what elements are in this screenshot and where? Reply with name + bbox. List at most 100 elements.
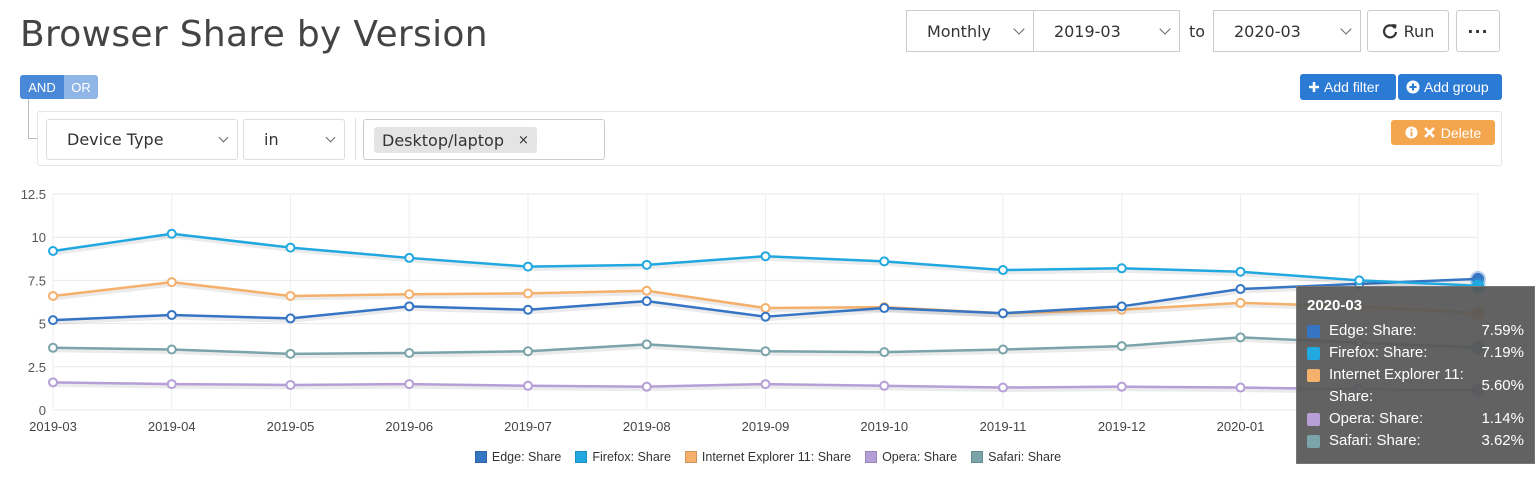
x-tick-label: 2019-05 <box>267 419 315 434</box>
firefox-point <box>998 265 1008 276</box>
start-date-select[interactable]: 2019-03 <box>1033 10 1180 52</box>
y-tick-label: 10 <box>32 230 46 245</box>
run-button-label: Run <box>1403 21 1435 41</box>
legend-swatch <box>474 451 487 463</box>
start-date-value: 2019-03 <box>1053 21 1121 41</box>
x-tick-label: 2019-10 <box>860 419 908 434</box>
add-group-button[interactable]: Add group <box>1398 74 1502 100</box>
tooltip-row-safari: Safari: Share: 3.62% <box>1307 430 1524 452</box>
period-select[interactable]: Monthly <box>905 10 1034 52</box>
tooltip-label-text: Firefox: Share: <box>1329 344 1428 361</box>
ie11-point <box>523 288 533 299</box>
opera-point <box>641 381 652 392</box>
page-title: Browser Share by Version <box>20 14 488 55</box>
legend-label: Firefox: Share <box>592 450 671 464</box>
filter-value-input[interactable]: Desktop/laptop × <box>363 119 605 160</box>
safari-point <box>1235 332 1246 343</box>
edge-point <box>523 304 533 315</box>
firefox-point <box>404 252 415 263</box>
safari-point <box>166 344 177 355</box>
or-toggle[interactable]: OR <box>64 75 98 99</box>
add-filter-button[interactable]: Add filter <box>1300 74 1396 100</box>
safari-point <box>1116 341 1127 352</box>
value-tag-label: Desktop/laptop <box>382 130 504 150</box>
filter-field-select[interactable]: Device Type <box>46 119 238 160</box>
tooltip-row-edge: Edge: Share: 7.59% <box>1307 320 1524 342</box>
y-tick-label: 12.5 <box>21 187 46 202</box>
legend-item-safari[interactable]: Safari: Share <box>971 450 1061 464</box>
x-tick-label: 2019-12 <box>1098 419 1146 434</box>
ie11-point <box>760 303 771 314</box>
legend-swatch <box>971 451 984 463</box>
tooltip-swatch <box>1307 413 1320 426</box>
tooltip-row-ie11: Internet Explorer 11: Share: 5.60% <box>1307 364 1524 408</box>
tooltip-label-text: Edge: Share: <box>1329 322 1417 339</box>
and-toggle[interactable]: AND <box>20 75 64 99</box>
filter-tree-connector <box>28 99 38 139</box>
tooltip-row-label: Safari: Share: <box>1307 430 1421 452</box>
edge-point <box>1116 301 1127 312</box>
legend-label: Edge: Share <box>491 450 562 464</box>
opera-point <box>760 379 771 390</box>
run-button[interactable]: Run <box>1367 10 1449 52</box>
legend-item-firefox[interactable]: Firefox: Share <box>575 450 671 464</box>
y-tick-label: 2.5 <box>28 360 46 375</box>
tooltip-swatch <box>1307 347 1320 360</box>
date-controls: Monthly 2019-03 to 2020-03 Run ··· <box>905 10 1500 52</box>
tooltip-value: 7.59% <box>1481 322 1524 339</box>
firefox-point <box>285 242 296 253</box>
filter-operator-select[interactable]: in <box>243 119 345 160</box>
legend-label: Safari: Share <box>988 450 1062 464</box>
delete-filter-button[interactable]: Delete <box>1391 120 1495 145</box>
safari-point <box>404 347 415 358</box>
legend-item-opera[interactable]: Opera: Share <box>865 450 957 464</box>
chart-tooltip: 2020-03 Edge: Share: 7.59% Firefox: Share:… <box>1296 286 1535 464</box>
safari-point <box>523 346 533 357</box>
x-tick-label: 2019-08 <box>623 419 671 434</box>
tooltip-row-label: Opera: Share: <box>1307 408 1423 430</box>
edge-point <box>404 301 415 312</box>
tooltip-label-text: Opera: Share: <box>1329 410 1424 427</box>
tooltip-swatch <box>1307 435 1320 448</box>
legend-label: Opera: Share <box>882 450 958 464</box>
legend-swatch <box>684 451 697 463</box>
legend-item-edge[interactable]: Edge: Share <box>474 450 562 464</box>
firefox-point <box>48 246 58 257</box>
plus-circle-icon <box>1406 80 1420 94</box>
more-options-button[interactable]: ··· <box>1456 10 1500 52</box>
edge-point <box>760 311 771 322</box>
edge-point <box>48 315 58 326</box>
edge-point <box>641 296 652 307</box>
chart-legend: Edge: Share Firefox: Share Internet Explor… <box>0 450 1536 464</box>
tooltip-label-text: Internet Explorer 11: Share: <box>1329 366 1464 405</box>
ie11-point <box>641 285 652 296</box>
filter-operator-value: in <box>264 130 279 149</box>
firefox-point <box>641 259 652 270</box>
tooltip-row-firefox: Firefox: Share: 7.19% <box>1307 342 1524 364</box>
legend-swatch <box>575 451 588 463</box>
close-icon <box>1423 127 1435 138</box>
to-label: to <box>1188 21 1205 41</box>
legend-item-ie11[interactable]: Internet Explorer 11: Share <box>684 450 851 464</box>
end-date-value: 2020-03 <box>1234 21 1301 41</box>
tooltip-row-opera: Opera: Share: 1.14% <box>1307 408 1524 430</box>
add-filter-label: Add filter <box>1324 79 1380 95</box>
tooltip-row-label: Edge: Share: <box>1307 320 1417 342</box>
tooltip-value: 7.19% <box>1481 344 1524 361</box>
y-tick-label: 0 <box>39 403 46 418</box>
legend-swatch <box>865 451 878 463</box>
remove-tag-icon[interactable]: × <box>518 132 529 148</box>
plus-icon <box>1309 82 1319 92</box>
x-tick-label: 2020-01 <box>1217 419 1265 434</box>
x-tick-label: 2019-11 <box>980 419 1027 434</box>
opera-point <box>285 379 296 390</box>
firefox-point <box>166 228 177 239</box>
safari-point <box>285 348 296 359</box>
ie11-point <box>404 289 415 300</box>
x-tick-label: 2019-04 <box>148 419 196 434</box>
firefox-point <box>879 256 890 267</box>
end-date-select[interactable]: 2020-03 <box>1213 10 1361 52</box>
chevron-down-icon <box>1159 23 1171 35</box>
edge-point <box>285 313 296 324</box>
tooltip-value: 3.62% <box>1481 432 1524 449</box>
